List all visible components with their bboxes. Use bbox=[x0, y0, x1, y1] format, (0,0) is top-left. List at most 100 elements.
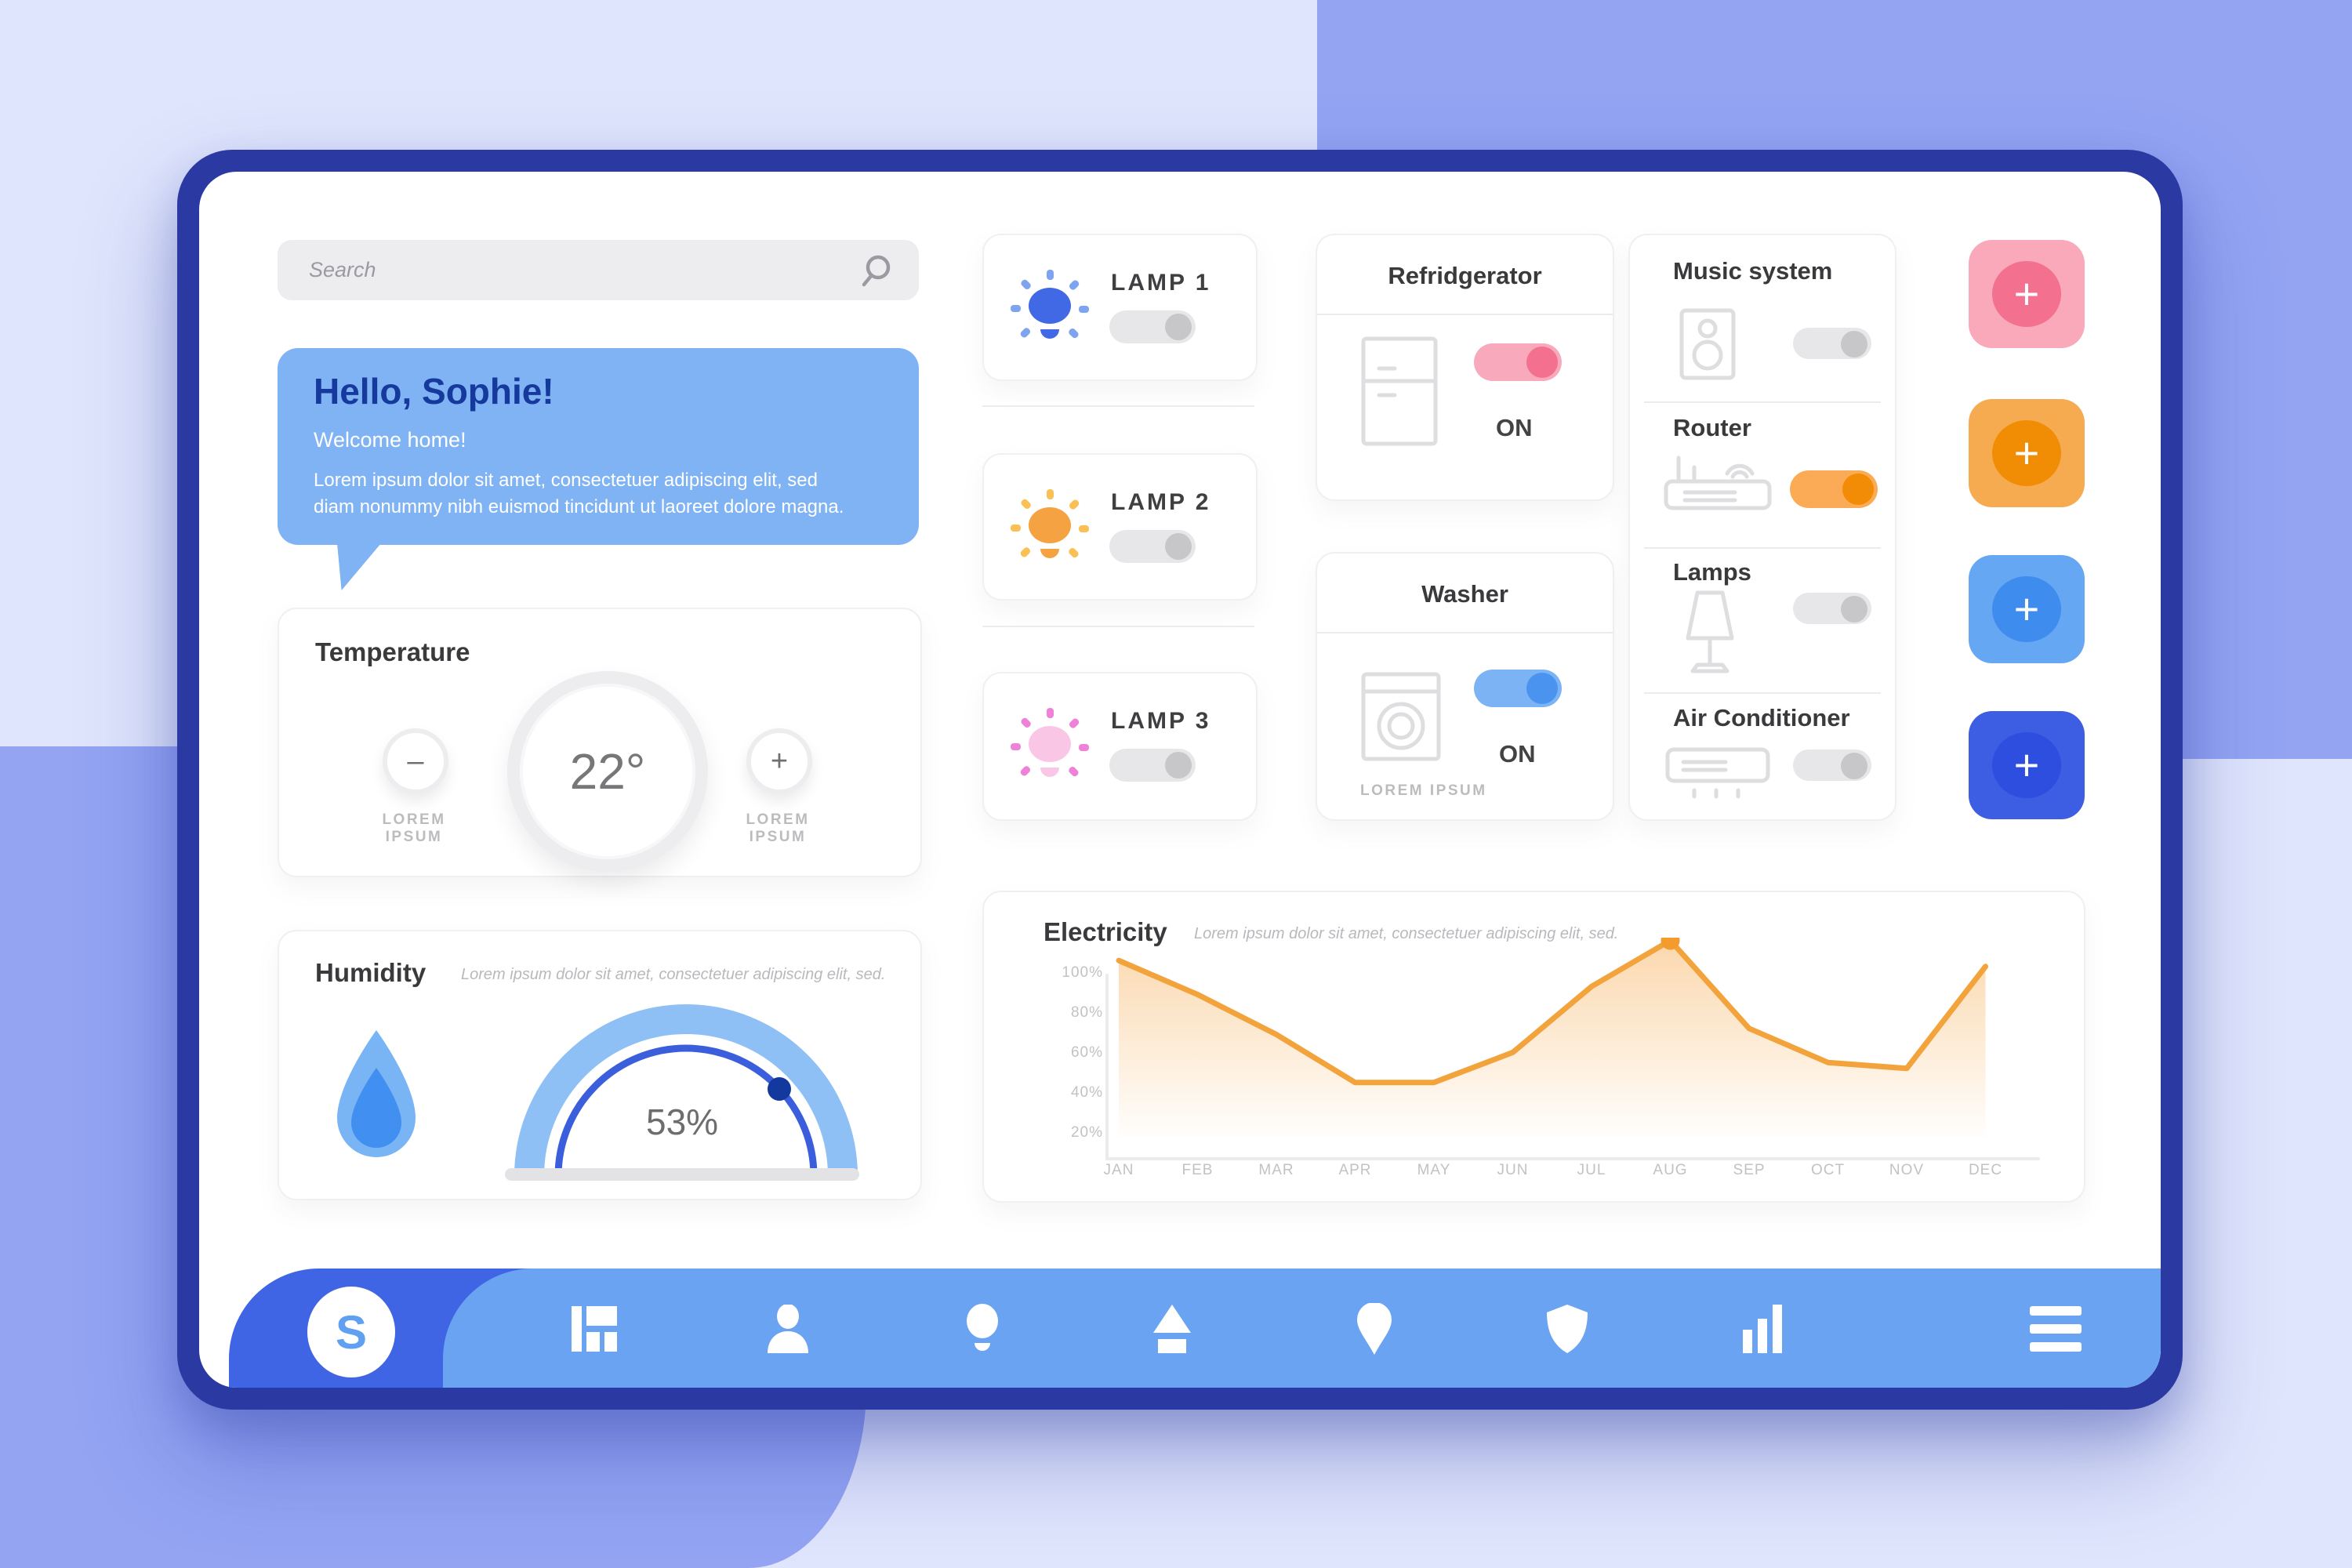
x-tick-label: SEP bbox=[1733, 1162, 1766, 1178]
plus-icon: + bbox=[1992, 576, 2061, 642]
refrigerator-title: Refridgerator bbox=[1388, 262, 1542, 289]
x-tick-label: DEC bbox=[1968, 1162, 2003, 1178]
washer-icon bbox=[1360, 671, 1442, 766]
x-tick-label: AUG bbox=[1653, 1162, 1688, 1178]
temperature-title: Temperature bbox=[315, 637, 470, 666]
y-tick-label: 40% bbox=[1070, 1084, 1103, 1101]
lamp2-label: LAMP 2 bbox=[1111, 489, 1211, 515]
add-device-button-pink[interactable]: + bbox=[1969, 240, 2085, 348]
lamp1-toggle[interactable] bbox=[1109, 310, 1196, 343]
greeting-title: Hello, Sophie! bbox=[314, 371, 554, 412]
gauge-handle[interactable] bbox=[768, 1077, 791, 1101]
nav-eject-icon[interactable] bbox=[1145, 1301, 1200, 1356]
nav-shield-icon[interactable] bbox=[1540, 1301, 1595, 1356]
y-tick-label: 60% bbox=[1070, 1044, 1103, 1061]
lamp-divider-2 bbox=[982, 626, 1254, 627]
plus-icon: + bbox=[1992, 261, 2061, 327]
tablet-frame: Hello, Sophie! Welcome home! Lorem ipsum… bbox=[177, 150, 2183, 1410]
logo-badge[interactable]: S bbox=[307, 1287, 395, 1377]
router-label: Router bbox=[1673, 414, 1751, 441]
lamp-card-3: LAMP 3 bbox=[982, 672, 1258, 821]
air-conditioner-toggle[interactable] bbox=[1793, 750, 1871, 781]
search-input[interactable] bbox=[278, 257, 844, 283]
add-device-button-orange[interactable]: + bbox=[1969, 399, 2085, 507]
plus-icon: + bbox=[1992, 420, 2061, 486]
nav-dashboard-icon[interactable] bbox=[567, 1301, 622, 1356]
toggle-knob bbox=[1842, 474, 1874, 505]
x-tick-label: OCT bbox=[1810, 1162, 1846, 1178]
toggle-knob bbox=[1526, 347, 1558, 378]
card-divider bbox=[1317, 632, 1613, 633]
x-tick-label: NOV bbox=[1889, 1162, 1925, 1178]
bottom-nav-bar bbox=[443, 1269, 2161, 1388]
nav-bulb-icon[interactable] bbox=[955, 1301, 1010, 1356]
add-device-button-lightblue[interactable]: + bbox=[1969, 555, 2085, 663]
devices-panel: Music system Router Lamps Air Conditione… bbox=[1628, 234, 1896, 821]
lamps-label: Lamps bbox=[1673, 558, 1751, 586]
electricity-chart bbox=[1109, 931, 2050, 1177]
plus-icon: + bbox=[1992, 732, 2061, 798]
refrigerator-icon bbox=[1360, 336, 1439, 451]
music-system-label: Music system bbox=[1673, 257, 1833, 285]
router-toggle[interactable] bbox=[1790, 470, 1878, 508]
x-tick-label: JAN bbox=[1103, 1162, 1134, 1178]
toggle-knob bbox=[1165, 752, 1192, 779]
x-tick-label: JUN bbox=[1497, 1162, 1529, 1178]
music-system-toggle[interactable] bbox=[1793, 328, 1871, 359]
washer-footer: LOREM IPSUM bbox=[1360, 782, 1487, 799]
floor-lamp-icon bbox=[1679, 590, 1741, 680]
toggle-knob bbox=[1841, 331, 1867, 358]
panel-divider bbox=[1644, 692, 1881, 694]
add-device-button-royal[interactable]: + bbox=[1969, 711, 2085, 819]
air-conditioner-label: Air Conditioner bbox=[1673, 704, 1850, 731]
lamp-card-2: LAMP 2 bbox=[982, 453, 1258, 601]
greeting-body: Lorem ipsum dolor sit amet, consectetuer… bbox=[314, 470, 844, 518]
electricity-chart-svg bbox=[1116, 931, 1988, 1137]
refrigerator-toggle[interactable] bbox=[1474, 343, 1562, 381]
y-tick-label: 20% bbox=[1070, 1124, 1103, 1141]
lamp1-label: LAMP 1 bbox=[1111, 270, 1211, 296]
search-bar bbox=[278, 240, 919, 300]
nav-location-icon[interactable] bbox=[1347, 1301, 1402, 1356]
minus-icon: – bbox=[407, 744, 424, 778]
lamp3-toggle[interactable] bbox=[1109, 749, 1196, 782]
temperature-minus-button[interactable]: – bbox=[383, 728, 448, 794]
lamp1-bulb-icon bbox=[1006, 265, 1094, 357]
speaker-icon bbox=[1679, 307, 1737, 385]
x-tick-label: MAY bbox=[1417, 1162, 1451, 1178]
greeting-subtitle: Welcome home! bbox=[314, 428, 466, 452]
nav-stats-icon[interactable] bbox=[1736, 1301, 1791, 1356]
humidity-gauge bbox=[511, 999, 861, 1185]
toggle-knob bbox=[1526, 673, 1558, 704]
toggle-knob bbox=[1841, 753, 1867, 779]
washer-toggle[interactable] bbox=[1474, 670, 1562, 707]
greeting-card: Hello, Sophie! Welcome home! Lorem ipsum… bbox=[278, 348, 919, 545]
nav-user-icon[interactable] bbox=[760, 1301, 815, 1356]
lamps-toggle[interactable] bbox=[1793, 593, 1871, 624]
chart-x-axis-line bbox=[1105, 1157, 2040, 1160]
chart-x-axis-labels: JAN FEB MAR APR MAY JUN JUL AUG SEP OCT NOV DEC bbox=[1104, 1162, 2050, 1185]
chart-y-axis-line bbox=[1105, 974, 1109, 1159]
humidity-subtitle: Lorem ipsum dolor sit amet, consectetuer… bbox=[461, 966, 886, 983]
lamp-card-1: LAMP 1 bbox=[982, 234, 1258, 381]
logo-letter: S bbox=[335, 1305, 368, 1359]
toggle-knob bbox=[1165, 314, 1192, 340]
nav-menu-icon[interactable] bbox=[2028, 1301, 2083, 1356]
x-tick-label: APR bbox=[1338, 1162, 1372, 1178]
lamp3-label: LAMP 3 bbox=[1111, 708, 1211, 734]
temperature-plus-label: LOREM IPSUM bbox=[746, 811, 810, 845]
x-tick-label: FEB bbox=[1181, 1162, 1214, 1178]
temperature-value: 22° bbox=[569, 743, 646, 800]
electricity-card: Electricity Lorem ipsum dolor sit amet, … bbox=[982, 891, 2085, 1203]
panel-divider bbox=[1644, 401, 1881, 403]
search-icon[interactable] bbox=[858, 252, 894, 292]
humidity-title: Humidity bbox=[315, 958, 426, 987]
temperature-plus-button[interactable]: + bbox=[746, 728, 812, 794]
air-conditioner-icon bbox=[1664, 746, 1771, 805]
lamp2-toggle[interactable] bbox=[1109, 530, 1196, 563]
water-drop-icon bbox=[328, 1027, 425, 1166]
temperature-card: Temperature 22° – + LOREM IPSUM LOREM IP… bbox=[278, 608, 922, 877]
gauge-base bbox=[505, 1168, 859, 1181]
panel-divider bbox=[1644, 547, 1881, 549]
refrigerator-card: Refridgerator ON bbox=[1316, 234, 1614, 501]
